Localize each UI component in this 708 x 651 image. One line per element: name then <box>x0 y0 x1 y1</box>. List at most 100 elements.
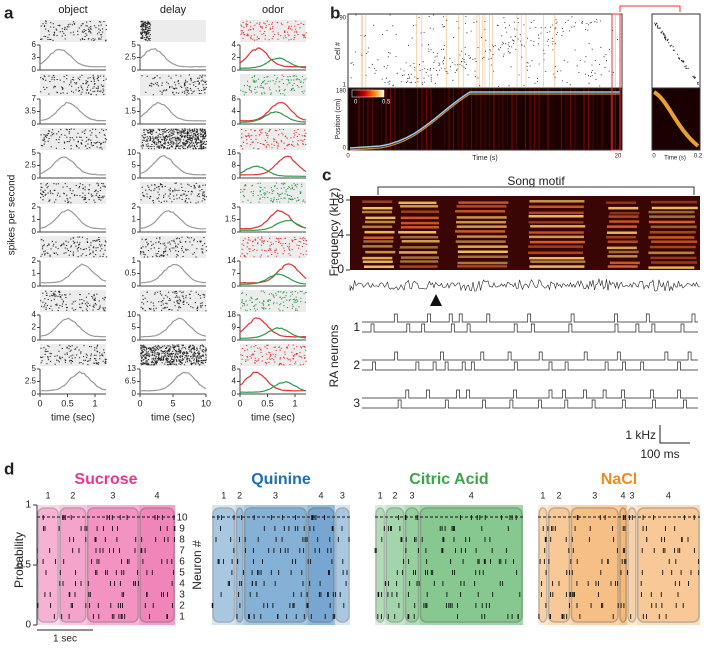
spectro-band <box>365 216 396 220</box>
rate-curve <box>239 57 307 69</box>
y-tick-label: 16 <box>227 148 236 157</box>
y-tick-label: 6 <box>32 40 37 49</box>
state-band <box>86 505 140 625</box>
spectro-band <box>399 265 438 268</box>
taste-title: NaCl <box>601 471 637 488</box>
raster-bg <box>140 290 206 312</box>
highlight-box <box>611 13 621 151</box>
x-tick-label: 5 <box>170 398 175 408</box>
y-tick-label: 0 <box>343 146 347 152</box>
taste-title: Sucrose <box>74 471 137 488</box>
y-tick-label: 2 <box>32 202 37 211</box>
raster <box>240 182 306 203</box>
y-tick-label: 14 <box>227 256 236 265</box>
rate-curve <box>39 156 106 176</box>
spectro-band <box>399 246 438 249</box>
neuron-tick-label: 2 <box>179 601 185 612</box>
raster-bg <box>240 74 306 96</box>
y-tick-label: 3 <box>232 202 237 211</box>
panel-label: d <box>4 459 14 478</box>
state-band <box>385 505 405 625</box>
colorbar <box>351 89 385 98</box>
y-tick-label: 3 <box>32 53 37 62</box>
raster <box>40 128 107 150</box>
state-label: 3 <box>110 490 115 500</box>
y-axis-label: Position (cm) <box>335 99 342 140</box>
raster <box>350 14 621 87</box>
neuron-label: 3 <box>353 396 360 410</box>
spectro-band <box>364 230 395 234</box>
spectro-band <box>648 210 695 214</box>
y-tick-label: 2 <box>32 323 37 332</box>
neuron-tick-label: 1 <box>179 612 185 623</box>
column-title: delay <box>160 4 187 16</box>
y-axis-label: Frequency (kHz) <box>327 188 341 277</box>
spectro-band <box>398 231 437 234</box>
spectro-band <box>362 206 393 210</box>
y-tick-label: 4 <box>337 227 344 241</box>
spectro-band <box>607 265 638 268</box>
y-tick-label: 2.5 <box>25 377 37 386</box>
y-tick-label: 9 <box>232 323 237 332</box>
rate-curve <box>239 155 307 176</box>
colorbar-tick-label: 0 <box>354 100 358 106</box>
neuron-label: 1 <box>353 320 360 334</box>
neuron-tick-label: 6 <box>179 557 185 568</box>
marker-arrow <box>430 294 442 306</box>
panel-label: a <box>4 3 14 22</box>
raster <box>140 344 207 366</box>
rate-curve <box>239 317 307 338</box>
y-tick-label: 5 <box>132 323 137 332</box>
x-tick-label: 0 <box>652 154 656 160</box>
x-tick-label: 10 <box>201 398 211 408</box>
rate-curve <box>139 101 207 122</box>
spectro-band <box>457 245 508 248</box>
y-tick-label: 2.5 <box>125 53 137 62</box>
y-tick-label: 0 <box>32 335 37 344</box>
scale-label: 1 sec <box>53 634 77 645</box>
state-band <box>570 505 619 625</box>
spectro-band <box>528 231 584 234</box>
state-band <box>419 505 523 625</box>
y-tick-label: 8 <box>232 94 237 103</box>
y-tick-label: 0 <box>32 65 37 74</box>
state-band <box>375 505 386 625</box>
state-label: 2 <box>557 490 562 500</box>
x-axis-label: time (sec) <box>51 413 95 424</box>
y-tick-label: 90 <box>339 16 346 22</box>
spectro-band <box>363 240 394 243</box>
spectro-band <box>400 256 439 259</box>
state-prob <box>375 507 386 623</box>
panel-label: b <box>330 3 340 22</box>
spectro-band <box>457 261 508 265</box>
spectro-band <box>608 250 639 254</box>
neuron-tick-label: 5 <box>179 568 185 579</box>
raster <box>140 182 207 204</box>
spectro-band <box>400 226 439 229</box>
spectro-band <box>364 265 395 268</box>
spectro-band <box>608 215 639 218</box>
state-label: 1 <box>221 490 226 500</box>
spectro-band <box>400 260 439 263</box>
state-label: 4 <box>319 490 324 500</box>
y-tick-label: 1 <box>343 83 347 89</box>
rate-curve <box>239 381 307 393</box>
spectro-band <box>456 205 507 208</box>
spectro-band <box>400 235 439 239</box>
rate-curve <box>239 273 307 285</box>
spectro-band <box>606 225 637 228</box>
y-tick-label: 3.5 <box>25 107 37 116</box>
state-prob <box>335 507 350 623</box>
spectro-band <box>399 251 438 254</box>
spectro-band <box>528 221 584 224</box>
x-axis-label: time (sec) <box>151 413 195 424</box>
neuron-tick-label: 3 <box>179 590 185 601</box>
spectro-band <box>609 220 640 223</box>
spectro-band <box>650 225 697 229</box>
spectro-band <box>650 200 697 204</box>
y-tick-label: 0 <box>132 335 137 344</box>
inset-raster <box>651 13 701 89</box>
raster <box>240 290 307 312</box>
y-tick-label: 4 <box>232 377 237 386</box>
